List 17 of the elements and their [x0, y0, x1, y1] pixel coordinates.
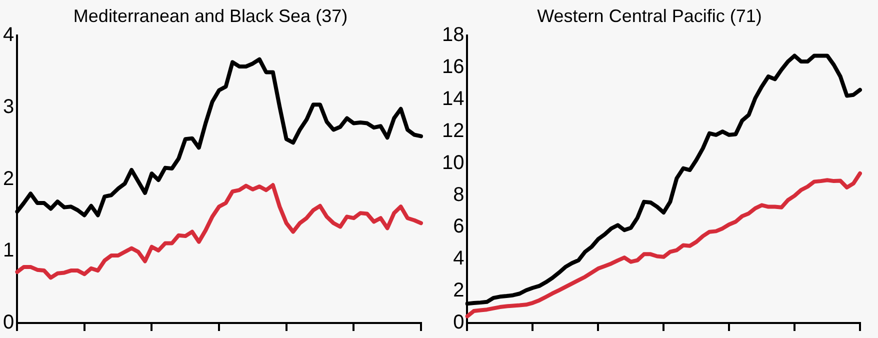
y-tick-label: 0	[453, 312, 464, 334]
y-tick-label: 0	[3, 312, 14, 334]
y-tick-label: 14	[442, 88, 464, 110]
y-tick-label: 8	[453, 184, 464, 206]
y-tick-label: 16	[442, 56, 464, 78]
y-tick-label: 1	[3, 240, 14, 262]
y-tick-label: 3	[3, 96, 14, 118]
y-tick-label: 4	[453, 248, 464, 270]
chart-title: Western Central Pacific (71)	[537, 6, 762, 26]
y-tick-label: 12	[442, 120, 464, 142]
chart-title: Mediterranean and Black Sea (37)	[73, 6, 348, 26]
y-tick-label: 2	[3, 168, 14, 190]
y-tick-label: 6	[453, 216, 464, 238]
y-tick-label: 18	[442, 24, 464, 46]
y-tick-label: 4	[3, 24, 14, 46]
y-tick-label: 10	[442, 152, 464, 174]
y-tick-label: 2	[453, 280, 464, 302]
